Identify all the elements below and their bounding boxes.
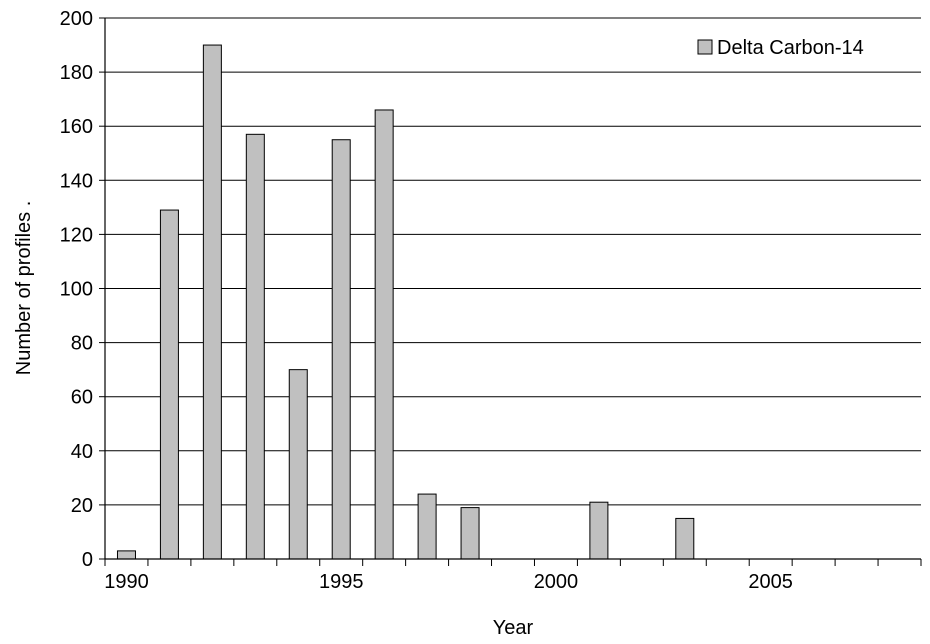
bar — [331, 139, 351, 560]
bars — [116, 44, 695, 560]
x-tick-label: 2005 — [748, 571, 793, 593]
tick-labels: 0 20 40 60 80 100 120 140 160 180 200 1990 1995 2000 2… — [60, 8, 793, 593]
axes — [99, 17, 922, 566]
y-tick-label: 120 — [60, 224, 93, 246]
y-tick-label: 200 — [60, 8, 93, 30]
y-tick-label: 0 — [82, 549, 93, 571]
bar — [675, 517, 695, 560]
bar — [116, 550, 136, 560]
y-tick-label: 60 — [71, 387, 93, 409]
y-tick-label: 100 — [60, 279, 93, 301]
x-tick-label: 2000 — [534, 571, 579, 593]
bar — [417, 493, 437, 560]
gridlines — [105, 17, 921, 506]
bar — [159, 209, 179, 560]
bar — [245, 133, 265, 560]
bar — [589, 501, 609, 560]
x-tick-label: 1990 — [104, 571, 149, 593]
y-tick-label: 140 — [60, 170, 93, 192]
x-tick-label: 1995 — [319, 571, 364, 593]
bar — [288, 369, 308, 560]
bar — [460, 507, 480, 560]
bar — [374, 109, 394, 560]
y-tick-label: 80 — [71, 333, 93, 355]
y-tick-label: 160 — [60, 116, 93, 138]
legend-swatch — [697, 39, 713, 55]
bar — [202, 44, 222, 560]
y-tick-label: 180 — [60, 62, 93, 84]
y-axis-title: Number of profiles . — [13, 201, 35, 376]
legend-label: Delta Carbon-14 — [717, 37, 864, 59]
x-axis-title: Year — [493, 617, 534, 639]
legend: Delta Carbon-14 — [697, 37, 864, 59]
y-tick-label: 20 — [71, 495, 93, 517]
y-tick-label: 40 — [71, 441, 93, 463]
